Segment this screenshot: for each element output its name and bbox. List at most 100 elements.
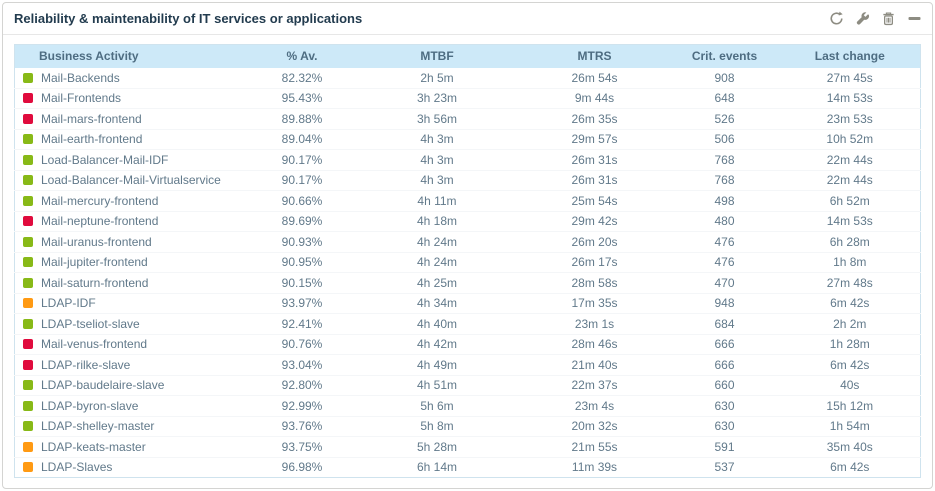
table-row[interactable]: LDAP-Slaves 96.98% 6h 14m 11m 39s 537 6m 42s [15, 457, 921, 478]
table-row[interactable]: Mail-Frontends 95.43% 3h 23m 9m 44s 648 14m 5… [14, 88, 921, 109]
column-header-crit-events[interactable]: Crit. events [669, 44, 780, 68]
crit-events-cell: 666 [669, 354, 780, 376]
mtbf-cell: 4h 24m [354, 231, 520, 253]
status-warning-icon [23, 298, 33, 309]
table-row[interactable]: Mail-mars-frontend 89.88% 3h 56m 26m 35s 526… [14, 108, 921, 130]
availability-cell: 90.76% [249, 334, 355, 355]
last-change-cell: 40s [779, 375, 921, 396]
business-activity-name[interactable]: LDAP-baudelaire-slave [41, 378, 165, 393]
business-activity-name[interactable]: Mail-Backends [41, 70, 120, 85]
business-activity-name[interactable]: Mail-Frontends [41, 91, 122, 106]
column-header-mtrs[interactable]: MTRS [519, 44, 670, 68]
table-row[interactable]: Load-Balancer-Mail-Virtualservice 90.17% 4… [14, 170, 921, 191]
business-activity-name[interactable]: Mail-mercury-frontend [41, 193, 159, 208]
business-activity-cell: LDAP-byron-slave [14, 395, 250, 417]
widget-header: Reliability & maintenability of IT servi… [3, 3, 932, 35]
last-change-cell: 6h 52m [779, 190, 921, 212]
availability-cell: 82.32% [249, 67, 355, 89]
table-row[interactable]: Load-Balancer-Mail-IDF 90.17% 4h 3m 26m 31s… [14, 149, 921, 171]
business-activity-cell: Mail-earth-frontend [14, 129, 250, 150]
crit-events-cell: 506 [669, 129, 780, 150]
business-activity-name[interactable]: Mail-venus-frontend [41, 337, 148, 352]
business-activity-cell: Load-Balancer-Mail-IDF [14, 149, 250, 171]
availability-cell: 93.04% [249, 354, 355, 376]
business-activity-name[interactable]: Load-Balancer-Mail-Virtualservice [41, 173, 221, 188]
mtrs-cell: 26m 17s [519, 252, 670, 273]
availability-cell: 95.43% [249, 88, 355, 109]
mtbf-cell: 2h 5m [354, 67, 520, 89]
last-change-cell: 14m 53s [779, 211, 921, 232]
business-activity-name[interactable]: Mail-jupiter-frontend [41, 255, 148, 270]
business-activity-name[interactable]: Load-Balancer-Mail-IDF [41, 152, 169, 167]
column-header-business-activity[interactable]: Business Activity [14, 44, 250, 68]
availability-cell: 90.95% [249, 252, 355, 273]
crit-events-cell: 908 [669, 67, 780, 89]
business-activity-name[interactable]: LDAP-tseliot-slave [41, 316, 140, 331]
business-activity-name[interactable]: Mail-earth-frontend [41, 132, 143, 147]
availability-cell: 90.17% [249, 170, 355, 191]
business-activity-name[interactable]: Mail-saturn-frontend [41, 275, 149, 290]
business-activity-name[interactable]: Mail-uranus-frontend [41, 234, 152, 249]
table-row[interactable]: Mail-neptune-frontend 89.69% 4h 18m 29m 42s… [14, 211, 921, 232]
availability-cell: 92.41% [249, 313, 355, 335]
mtbf-cell: 3h 56m [354, 108, 520, 130]
column-header-last-change[interactable]: Last change [779, 44, 921, 68]
table-row[interactable]: Mail-earth-frontend 89.04% 4h 3m 29m 57s 506… [14, 129, 921, 150]
table-row[interactable]: LDAP-tseliot-slave 92.41% 4h 40m 23m 1s 684 2… [14, 313, 921, 335]
table-row[interactable]: LDAP-shelley-master 93.76% 5h 8m 20m 32s 630… [14, 416, 921, 437]
table-row[interactable]: Mail-saturn-frontend 90.15% 4h 25m 28m 58s 4… [14, 272, 921, 294]
mtrs-cell: 28m 58s [519, 272, 670, 294]
availability-cell: 90.17% [249, 149, 355, 171]
wrench-icon[interactable] [854, 11, 870, 27]
status-ok-icon [23, 72, 33, 83]
collapse-icon[interactable] [906, 11, 922, 27]
column-header-mtbf[interactable]: MTBF [354, 44, 520, 68]
refresh-icon[interactable] [828, 11, 844, 27]
table-row[interactable]: LDAP-rilke-slave 93.04% 4h 49m 21m 40s 666 6m… [14, 354, 921, 376]
last-change-cell: 22m 44s [779, 170, 921, 191]
crit-events-cell: 537 [714, 460, 735, 475]
crit-events-cell: 666 [669, 334, 780, 355]
mtrs-cell: 20m 32s [519, 416, 670, 437]
business-activity-name[interactable]: Mail-mars-frontend [41, 111, 142, 126]
table-row[interactable]: LDAP-keats-master 93.75% 5h 28m 21m 55s 591 3… [14, 436, 921, 458]
status-warning-icon [23, 441, 33, 452]
last-change-cell: 6h 28m [779, 231, 921, 253]
table-row[interactable]: LDAP-baudelaire-slave 92.80% 4h 51m 22m 37s… [14, 375, 921, 396]
mtbf-cell: 4h 11m [354, 190, 520, 212]
business-activity-name[interactable]: Mail-neptune-frontend [41, 214, 159, 229]
status-ok-icon [23, 277, 33, 288]
table-row[interactable]: Mail-Backends 82.32% 2h 5m 26m 54s 908 27m 45… [14, 67, 921, 89]
table-row[interactable]: LDAP-IDF 93.97% 4h 34m 17m 35s 948 6m 42s [14, 293, 921, 314]
business-activity-cell: LDAP-rilke-slave [14, 354, 250, 376]
mtbf-cell: 4h 42m [354, 334, 520, 355]
mtrs-cell: 9m 44s [519, 88, 670, 109]
business-activity-name[interactable]: LDAP-rilke-slave [41, 357, 131, 372]
mtrs-cell: 26m 31s [519, 170, 670, 191]
business-activity-name[interactable]: LDAP-keats-master [41, 439, 146, 454]
business-activity-name[interactable]: LDAP-IDF [41, 296, 96, 311]
column-header-availability[interactable]: % Av. [249, 44, 355, 68]
table-row[interactable]: Mail-uranus-frontend 90.93% 4h 24m 26m 20s 4… [14, 231, 921, 253]
last-change-cell: 14m 53s [779, 88, 921, 109]
crit-events-cell: 526 [669, 108, 780, 130]
table-row[interactable]: Mail-mercury-frontend 90.66% 4h 11m 25m 54s… [14, 190, 921, 212]
table-row[interactable]: Mail-venus-frontend 90.76% 4h 42m 28m 46s 66… [14, 334, 921, 355]
business-activity-name[interactable]: LDAP-Slaves [41, 460, 113, 475]
availability-cell: 90.66% [249, 190, 355, 212]
crit-events-cell: 476 [669, 231, 780, 253]
availability-cell: 93.97% [249, 293, 355, 314]
status-critical-icon [23, 359, 33, 370]
table-row[interactable]: LDAP-byron-slave 92.99% 5h 6m 23m 4s 630 15h … [14, 395, 921, 417]
table-row[interactable]: Mail-jupiter-frontend 90.95% 4h 24m 26m 17s… [14, 252, 921, 273]
widget-title: Reliability & maintenability of IT servi… [14, 11, 363, 26]
mtrs-cell: 17m 35s [519, 293, 670, 314]
business-activity-name[interactable]: LDAP-byron-slave [41, 398, 139, 413]
mtbf-cell: 4h 40m [354, 313, 520, 335]
mtrs-cell: 25m 54s [519, 190, 670, 212]
mtrs-cell: 26m 54s [519, 67, 670, 89]
last-change-cell: 6m 42s [779, 354, 921, 376]
availability-cell: 92.99% [249, 395, 355, 417]
business-activity-name[interactable]: LDAP-shelley-master [41, 419, 155, 434]
trash-icon[interactable] [880, 11, 896, 27]
